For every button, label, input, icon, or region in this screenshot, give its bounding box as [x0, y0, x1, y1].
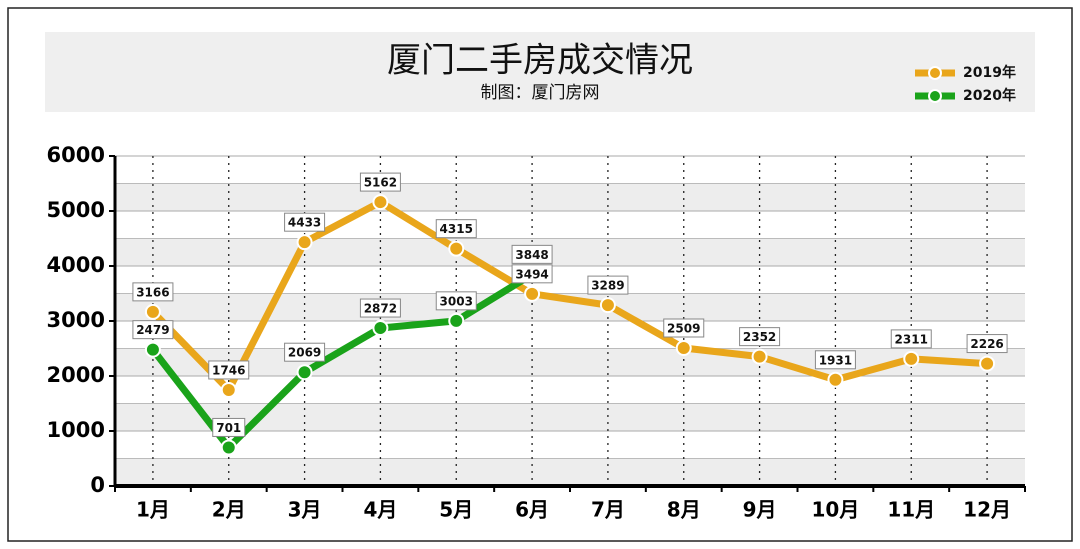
data-label-box [359, 172, 401, 192]
series-marker [675, 340, 692, 357]
data-label: 3003 [440, 294, 473, 308]
data-label-box [359, 298, 401, 318]
y-tick-label: 0 [90, 473, 105, 497]
series-marker [144, 303, 161, 320]
data-label: 4315 [440, 222, 473, 236]
data-label-box [435, 219, 477, 239]
series-marker [372, 320, 389, 337]
data-label: 3494 [515, 267, 548, 281]
x-tick-label: 4月 [363, 498, 397, 522]
series-marker [524, 285, 541, 302]
data-label: 2509 [667, 322, 700, 336]
x-tick-label: 7月 [591, 498, 625, 522]
legend-label: 2020年 [963, 87, 1016, 104]
chart-title: 厦门二手房成交情况 [387, 41, 693, 81]
legend-marker [928, 89, 942, 103]
x-tick-label: 2月 [212, 498, 246, 522]
y-tick-label: 5000 [47, 198, 105, 222]
data-label: 3289 [591, 279, 624, 293]
plot-band [115, 458, 1025, 486]
data-label: 2311 [895, 332, 928, 346]
legend-marker [928, 66, 942, 80]
series-marker [372, 194, 389, 211]
data-label: 5162 [364, 176, 397, 190]
series-marker [903, 350, 920, 367]
data-label: 2479 [136, 323, 169, 337]
y-tick-label: 6000 [47, 143, 105, 167]
series-marker [979, 355, 996, 372]
chart-subtitle: 制图：厦门房网 [481, 83, 600, 103]
data-label: 2352 [743, 330, 776, 344]
x-tick-label: 12月 [963, 498, 1011, 522]
data-label: 701 [216, 421, 241, 435]
data-label-box [511, 244, 553, 264]
series-marker [144, 341, 161, 358]
data-label-box [284, 212, 326, 232]
legend-label: 2019年 [963, 64, 1016, 81]
series-marker [599, 297, 616, 314]
data-label-box [212, 417, 246, 437]
y-tick-label: 1000 [47, 418, 105, 442]
data-label-box [511, 264, 553, 284]
plot-band [115, 183, 1025, 211]
data-label-box [208, 360, 250, 380]
x-tick-label: 11月 [887, 498, 935, 522]
data-label-box [284, 342, 326, 362]
series-marker [220, 439, 237, 456]
series-marker [448, 312, 465, 329]
y-tick-label: 4000 [47, 253, 105, 277]
data-label-box [132, 320, 174, 340]
data-label: 3848 [515, 248, 548, 262]
series-line [150, 198, 988, 394]
data-label-box [814, 350, 856, 370]
data-label: 2069 [288, 346, 321, 360]
data-label-box [663, 318, 705, 338]
y-tick-label: 2000 [47, 363, 105, 387]
data-label-box [132, 282, 174, 302]
data-label-box [890, 329, 932, 349]
header-band [45, 32, 1035, 112]
data-label: 1931 [819, 353, 852, 367]
series-marker [296, 234, 313, 251]
y-tick-label: 3000 [47, 308, 105, 332]
data-label: 2226 [970, 337, 1003, 351]
x-tick-label: 1月 [136, 498, 170, 522]
series-marker [751, 348, 768, 365]
plot-band [115, 238, 1025, 266]
data-label: 1746 [212, 363, 245, 377]
x-tick-label: 8月 [667, 498, 701, 522]
data-label-box [739, 327, 781, 347]
x-tick-label: 6月 [515, 498, 549, 522]
x-tick-label: 5月 [439, 498, 473, 522]
data-label: 4433 [288, 216, 321, 230]
series-marker [220, 381, 237, 398]
data-label-box [587, 275, 629, 295]
data-label: 2872 [364, 302, 397, 316]
series-marker [827, 371, 844, 388]
x-tick-label: 9月 [743, 498, 777, 522]
series-marker [296, 364, 313, 381]
data-label: 3166 [136, 285, 169, 299]
series-marker [448, 240, 465, 257]
x-tick-label: 10月 [811, 498, 859, 522]
data-label-box [435, 291, 477, 311]
data-label-box [966, 334, 1008, 354]
x-tick-label: 3月 [288, 498, 322, 522]
